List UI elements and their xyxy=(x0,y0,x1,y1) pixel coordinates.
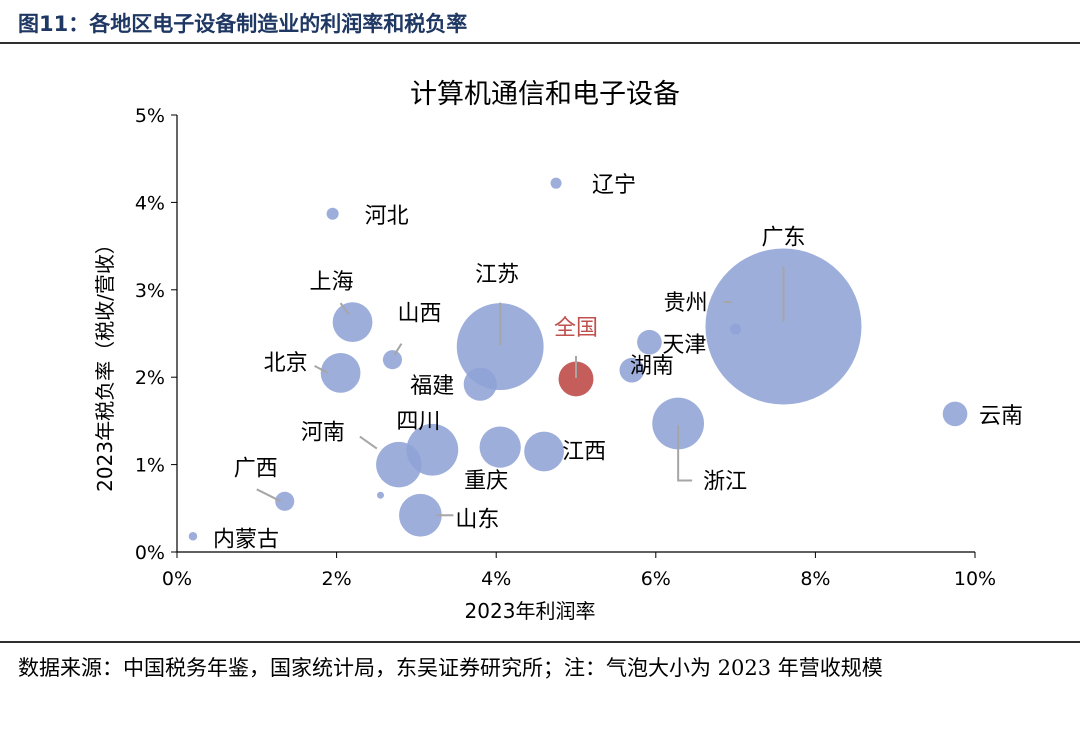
x-tick-label: 8% xyxy=(800,568,830,590)
bubble-江西 xyxy=(524,431,564,472)
point-label: 江苏 xyxy=(475,263,519,288)
chart-title: 计算机通信和电子设备 xyxy=(410,79,680,110)
point-label: 江西 xyxy=(562,439,606,464)
x-tick-label: 2% xyxy=(322,568,352,590)
x-tick-label: 4% xyxy=(481,568,511,590)
bubble-重庆 xyxy=(479,426,521,468)
leader-line xyxy=(314,364,329,374)
point-label: 福建 xyxy=(410,374,454,399)
y-tick-label: 4% xyxy=(135,192,165,214)
leader-line xyxy=(359,435,378,450)
bottom-divider xyxy=(0,641,1080,643)
bubble-贵州 xyxy=(730,323,742,335)
point-label: 广东 xyxy=(761,226,805,251)
chart-axes: 0% 2% 4% 6% 8% 10% 0% 1% 2% 3% 4% 5% xyxy=(135,105,996,590)
point-label: 湖南 xyxy=(630,354,674,379)
bubble-福建 xyxy=(463,367,497,401)
point-label: 四川 xyxy=(396,410,440,435)
point-label: 辽宁 xyxy=(592,173,636,198)
y-tick-label: 2% xyxy=(135,367,165,389)
point-label: 内蒙古 xyxy=(213,527,279,552)
leader-line xyxy=(393,343,403,356)
y-axis-label: 2023年税负率（税收/营收） xyxy=(93,234,117,492)
bubble-广西 xyxy=(275,491,295,511)
x-axis-label: 2023年利润率 xyxy=(465,599,596,623)
bubble-天津 xyxy=(637,329,662,355)
bubble-山西 xyxy=(382,350,403,370)
point-label: 河北 xyxy=(365,204,409,229)
y-tick-label: 0% xyxy=(135,542,165,564)
point-label: 上海 xyxy=(310,270,354,295)
point-label: 河南 xyxy=(301,421,345,446)
point-label: 浙江 xyxy=(703,470,747,495)
bubble-广东 xyxy=(705,248,862,405)
y-tick-label: 3% xyxy=(135,280,165,302)
source-note: 数据来源：中国税务年鉴，国家统计局，东吴证券研究所；注：气泡大小为 2023 年… xyxy=(18,656,883,680)
bubble-内蒙古 xyxy=(188,531,198,541)
point-label: 广西 xyxy=(234,456,278,481)
x-tick-label: 0% xyxy=(162,568,192,590)
bubble-云南 xyxy=(942,401,968,427)
x-tick-label: 10% xyxy=(954,568,996,590)
x-tick-label: 6% xyxy=(641,568,671,590)
y-tick-label: 1% xyxy=(135,455,165,477)
point-label: 天津 xyxy=(662,333,706,358)
leader-line xyxy=(339,302,350,315)
y-tick-label: 5% xyxy=(135,105,165,127)
point-label: 北京 xyxy=(264,351,308,376)
point-label: 山东 xyxy=(455,507,499,532)
bubble-辽宁 xyxy=(550,177,562,189)
point-label: 云南 xyxy=(979,404,1023,429)
point-label: 重庆 xyxy=(464,469,508,494)
point-label: 贵州 xyxy=(664,291,708,316)
bubble-北京 xyxy=(320,352,361,393)
bubble-layer xyxy=(188,177,968,541)
top-divider xyxy=(0,42,1080,44)
bubble-湖南 xyxy=(619,357,645,383)
bubble-河南 xyxy=(376,441,422,488)
bubble-unlabeled xyxy=(376,491,384,499)
bubble-山东 xyxy=(399,493,442,537)
leader-layer xyxy=(256,266,785,517)
figure-title: 图11：各地区电子设备制造业的利润率和税负率 xyxy=(18,12,468,36)
point-label: 山西 xyxy=(397,302,441,327)
point-label: 全国 xyxy=(554,316,598,341)
bubble-上海 xyxy=(332,302,373,343)
leader-line xyxy=(256,488,282,503)
bubble-浙江 xyxy=(652,397,705,450)
bubble-河北 xyxy=(326,207,339,220)
bubble-全国 xyxy=(558,361,594,397)
leader-line xyxy=(677,425,693,482)
